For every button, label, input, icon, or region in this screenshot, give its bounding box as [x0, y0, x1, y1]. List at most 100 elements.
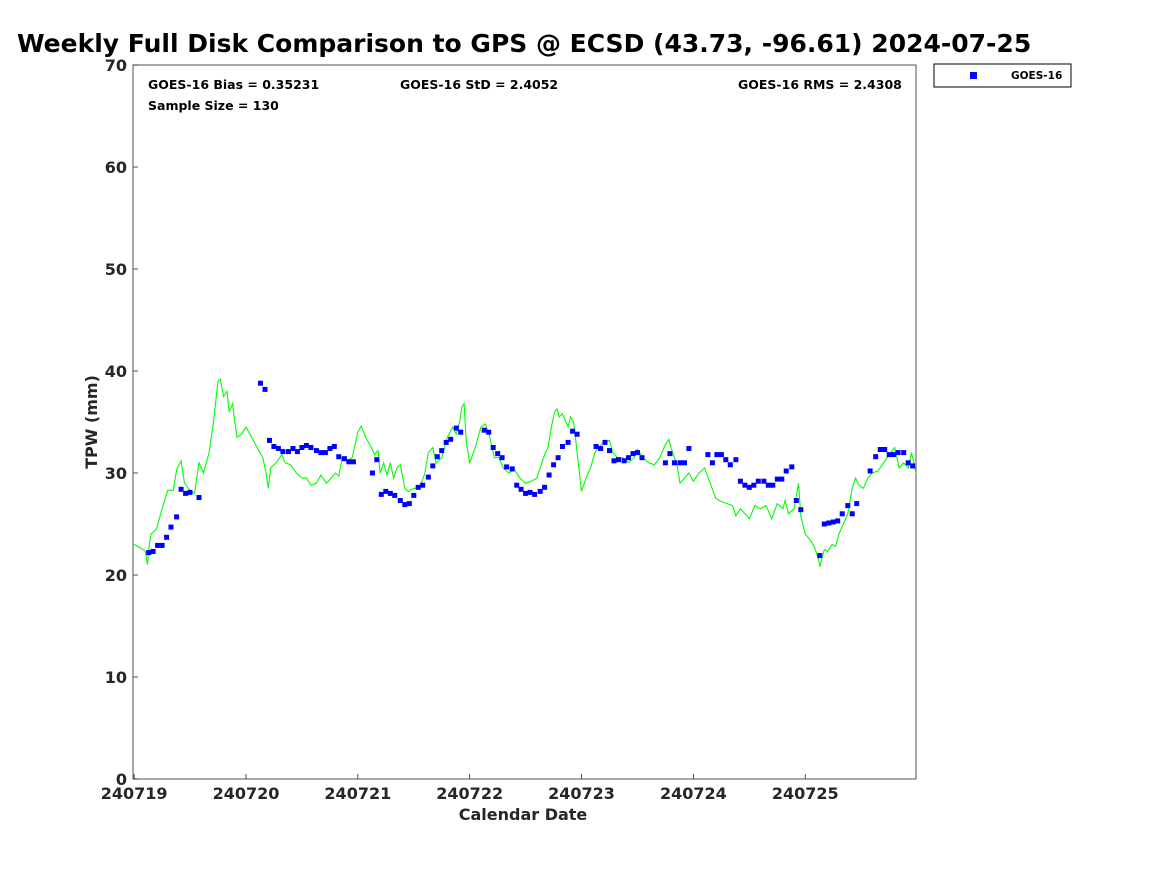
goes16-point [168, 524, 174, 530]
goes16-point [486, 429, 492, 435]
y-tick-label: 20 [105, 566, 127, 585]
goes16-point [798, 507, 804, 513]
goes16-point [770, 482, 776, 488]
goes16-point [910, 463, 916, 469]
gps-series [133, 378, 917, 567]
goes16-point [639, 455, 645, 461]
goes16-point [159, 542, 165, 548]
y-tick-label: 0 [116, 770, 127, 789]
goes16-point [551, 462, 557, 468]
goes16-point [611, 458, 617, 464]
std-stat: GOES-16 StD = 2.4052 [400, 77, 558, 92]
goes16-point [425, 474, 431, 480]
goes16-point [839, 511, 845, 517]
goes16-point [174, 514, 180, 520]
goes16-point [523, 490, 529, 496]
goes16-point [331, 444, 337, 449]
y-tick-label: 70 [105, 56, 127, 75]
x-axis: 240719 240720 240721 240722 240723 240724 2407… [101, 774, 839, 803]
goes16-point [718, 452, 724, 458]
goes16-point [448, 436, 454, 442]
x-tick-label: 240719 [101, 784, 168, 803]
goes16-point [308, 445, 314, 450]
goes16-point [895, 450, 901, 456]
goes16-point [294, 449, 300, 455]
goes16-point [336, 454, 342, 460]
goes16-point [854, 501, 860, 507]
goes16-point [378, 491, 384, 497]
x-tick-label: 240721 [324, 784, 391, 803]
goes16-point [313, 448, 319, 454]
goes16-point [327, 446, 333, 451]
x-tick-label: 240724 [660, 784, 727, 803]
goes16-point [299, 445, 305, 450]
goes16-point [341, 456, 347, 462]
bias-stat: GOES-16 Bias = 0.35231 [148, 77, 319, 92]
goes16-point [761, 478, 767, 484]
goes16-point [593, 444, 599, 449]
goes16-point [290, 446, 296, 451]
goes16-point [495, 451, 501, 457]
goes16-point [387, 490, 393, 496]
goes16-point [383, 488, 389, 494]
goes16-point [527, 489, 533, 495]
goes16-point [845, 503, 851, 509]
goes16-point [849, 511, 855, 517]
x-axis-label: Calendar Date [459, 805, 588, 824]
goes16-point [453, 425, 459, 431]
x-tick-label: 240725 [772, 784, 839, 803]
goes16-point [705, 452, 711, 458]
goes16-point [755, 478, 761, 484]
goes16-point [303, 443, 309, 448]
legend: GOES-16 [933, 63, 1072, 88]
goes16-point [258, 380, 263, 386]
goes16-point [415, 484, 421, 490]
goes16-point [560, 444, 565, 449]
goes16-point [397, 498, 403, 503]
goes16-point [821, 521, 827, 527]
goes16-point [481, 427, 487, 433]
goes16-point [709, 460, 715, 466]
goes16-point [727, 462, 733, 468]
goes16-point [504, 464, 510, 470]
goes16-point [742, 482, 748, 488]
plot-area [132, 64, 917, 780]
goes16-point [434, 454, 440, 460]
goes16-point [262, 386, 268, 392]
goes16-point [187, 489, 193, 495]
goes16-point [411, 492, 417, 498]
goes16-point [662, 460, 668, 466]
goes16-point [267, 437, 272, 443]
goes16-point [542, 484, 548, 490]
goes16-point [886, 452, 892, 458]
x-tick-label: 240720 [213, 784, 280, 803]
legend-label: GOES-16 [1011, 70, 1062, 82]
goes16-point [490, 445, 496, 450]
goes16-point [746, 484, 752, 490]
goes16-point [346, 459, 352, 465]
goes16-point [714, 452, 720, 458]
chart-title: Weekly Full Disk Comparison to GPS @ ECS… [17, 29, 1031, 58]
goes16-point [280, 449, 286, 455]
goes16-point [439, 448, 445, 454]
goes16-point [783, 468, 789, 474]
goes16-point [751, 482, 757, 488]
goes16-point [518, 486, 524, 492]
goes16-point [630, 451, 636, 457]
goes16-point [607, 448, 612, 454]
sample-size-stat: Sample Size = 130 [148, 98, 279, 113]
goes16-point [621, 458, 627, 464]
goes16-point [392, 492, 398, 498]
goes16-point [570, 428, 576, 434]
goes16-point [602, 439, 608, 445]
goes16-point [616, 457, 621, 463]
y-tick-label: 30 [105, 464, 127, 483]
goes16-point [626, 455, 631, 461]
x-tick-label: 240722 [436, 784, 503, 803]
goes16-point [150, 549, 156, 554]
gps-line [133, 378, 917, 567]
goes16-point [882, 447, 888, 452]
goes16-point [402, 502, 408, 508]
goes16-point [514, 482, 520, 488]
